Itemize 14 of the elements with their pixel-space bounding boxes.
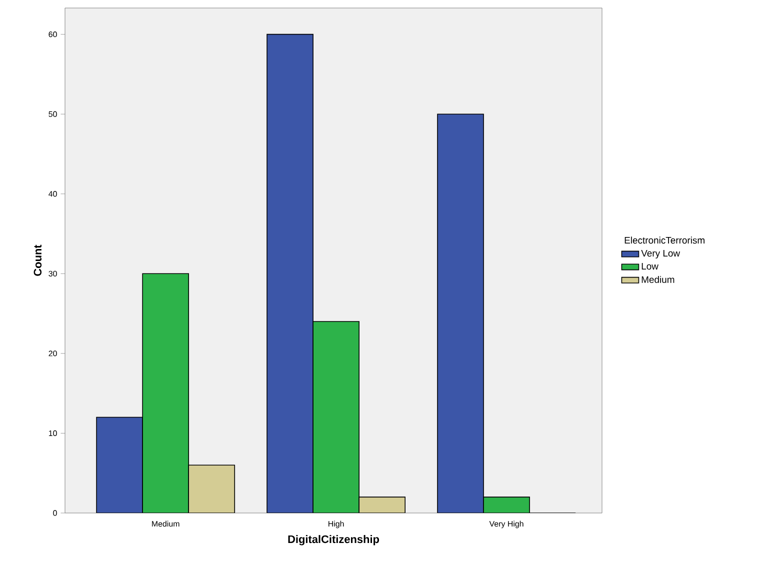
bar xyxy=(188,464,236,513)
bar xyxy=(437,114,484,513)
bar xyxy=(142,273,189,513)
bar xyxy=(358,496,406,513)
y-axis-title: Count xyxy=(34,244,42,276)
x-axis-title: DigitalCitizenship xyxy=(288,535,380,546)
legend-label: Very Low xyxy=(641,250,680,258)
bar xyxy=(312,321,360,513)
bar xyxy=(483,496,530,513)
bar xyxy=(96,416,143,513)
legend-label: Medium xyxy=(642,276,674,283)
legend-label: Low xyxy=(642,262,658,270)
legend-title: ElectronicTerrorism xyxy=(624,236,704,244)
bar xyxy=(266,34,314,513)
